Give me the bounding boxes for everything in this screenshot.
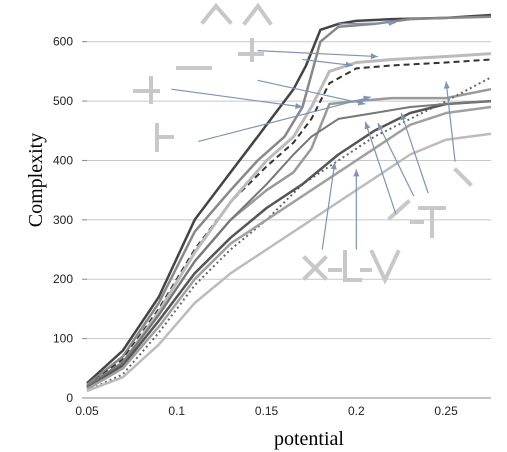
x-tick-label: 0.2 xyxy=(348,404,365,418)
y-tick-label: 100 xyxy=(53,332,73,346)
annotation-arrowhead xyxy=(377,123,384,131)
y-tick-label: 0 xyxy=(66,391,73,405)
annotation-arrowhead xyxy=(357,99,366,106)
series-line xyxy=(86,58,492,387)
y-axis-title: Complexity xyxy=(25,133,47,227)
annotation-arrowhead xyxy=(388,19,396,26)
annotation-arrow xyxy=(321,162,336,250)
glyph-caret-left xyxy=(200,2,233,25)
series-line xyxy=(86,132,492,393)
annotation-arrowhead xyxy=(363,95,371,102)
annotation-arrowhead xyxy=(353,169,360,177)
gridlines xyxy=(82,41,491,399)
annotation-arrowhead xyxy=(295,103,303,110)
series-line xyxy=(86,76,492,392)
annotation-arrows xyxy=(171,19,456,250)
glyph-x-2 xyxy=(302,255,328,281)
annotation-arrow xyxy=(400,112,429,194)
annotation-arrow xyxy=(364,121,397,215)
glyph-l xyxy=(343,250,362,282)
y-tick-labels: 0 100 200 300 400 500 600 xyxy=(53,35,73,405)
series-line xyxy=(86,105,492,391)
annotation-arrow xyxy=(257,79,366,105)
annotation-arrow xyxy=(198,96,371,143)
annotation-arrow xyxy=(377,122,415,197)
annotation-arrow xyxy=(338,22,396,25)
annotation-arrowhead xyxy=(364,121,371,130)
series-line xyxy=(86,15,492,386)
glyph-slash-right xyxy=(453,167,473,187)
glyph-decorations xyxy=(133,2,473,285)
annotation-arrowhead xyxy=(400,112,407,121)
annotation-arrow xyxy=(171,88,303,108)
annotation-arrow xyxy=(445,81,456,162)
y-tick-label: 500 xyxy=(53,94,73,108)
annotation-arrow xyxy=(257,50,378,58)
annotation-arrowhead xyxy=(330,162,337,170)
y-tick-label: 400 xyxy=(53,153,73,167)
y-tick-label: 200 xyxy=(53,272,73,286)
glyph-caret-right xyxy=(242,2,273,26)
x-tick-labels: 0.05 0.1 0.15 0.2 0.25 xyxy=(75,404,458,418)
annotation-arrowhead xyxy=(370,53,378,60)
series-line xyxy=(86,13,492,385)
x-tick-label: 0.1 xyxy=(168,404,185,418)
annotation-arrowhead xyxy=(443,81,450,89)
glyph-v xyxy=(369,249,401,285)
annotation-arrowhead xyxy=(345,61,353,68)
x-tick-label: 0.15 xyxy=(255,404,279,418)
glyph-slash-2 xyxy=(387,199,411,221)
series-line xyxy=(86,100,492,387)
series-lines xyxy=(86,13,492,393)
series-line xyxy=(86,99,492,389)
x-tick-label: 0.25 xyxy=(434,404,458,418)
y-tick-label: 600 xyxy=(53,35,73,49)
series-line xyxy=(86,52,492,389)
y-tick-label: 300 xyxy=(53,213,73,227)
x-tick-label: 0.05 xyxy=(75,404,99,418)
annotation-arrow xyxy=(302,58,353,67)
x-axis-title: potential xyxy=(274,428,344,450)
